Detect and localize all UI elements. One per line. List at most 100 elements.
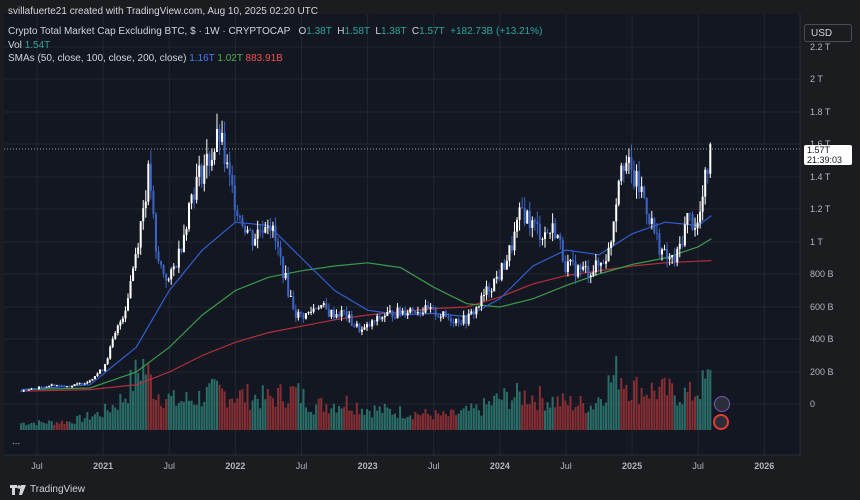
volume-bar bbox=[452, 409, 455, 430]
candle-body bbox=[86, 382, 89, 384]
candle-body bbox=[25, 390, 28, 392]
more-button[interactable]: ... bbox=[12, 436, 21, 447]
candle-body bbox=[561, 240, 564, 262]
candle-body bbox=[358, 323, 361, 332]
candle-body bbox=[261, 230, 264, 233]
candle-body bbox=[694, 228, 697, 230]
volume-bar bbox=[549, 407, 552, 430]
volume-bar bbox=[368, 410, 371, 430]
flag-icon[interactable] bbox=[713, 414, 729, 430]
volume-bar bbox=[81, 421, 84, 430]
volume-bar bbox=[582, 403, 585, 430]
candle-body bbox=[480, 295, 483, 307]
volume-bar bbox=[205, 387, 208, 430]
volume-bar bbox=[271, 398, 274, 430]
volume-bar bbox=[500, 399, 503, 430]
y-tick-label: 1.6 T bbox=[810, 139, 831, 149]
candle-body bbox=[505, 260, 508, 270]
candle-body bbox=[635, 170, 638, 187]
volume-bar bbox=[243, 402, 246, 430]
volume-bar bbox=[327, 413, 330, 430]
candle-body bbox=[154, 214, 157, 252]
currency-selector[interactable]: USD bbox=[804, 24, 852, 42]
candle-body bbox=[564, 261, 567, 273]
candle-body bbox=[592, 272, 595, 276]
volume-bar bbox=[58, 423, 61, 430]
x-tick-label: Jul bbox=[692, 461, 704, 471]
volume-bar bbox=[195, 404, 198, 430]
volume-bar bbox=[424, 408, 427, 430]
candle-body bbox=[132, 268, 135, 282]
candle-body bbox=[152, 190, 155, 215]
candle-body bbox=[549, 232, 552, 234]
candle-body bbox=[498, 276, 501, 280]
volume-bar bbox=[91, 416, 94, 430]
sma50-value: 1.16T bbox=[189, 53, 215, 64]
volume-bar bbox=[332, 403, 335, 430]
candle-body bbox=[228, 162, 231, 175]
candle-body bbox=[83, 383, 86, 385]
volume-bar bbox=[40, 421, 43, 430]
candle-body bbox=[348, 314, 351, 318]
candle-body bbox=[490, 291, 493, 293]
sma200-value: 883.91B bbox=[245, 53, 283, 64]
volume-bar bbox=[597, 397, 600, 430]
candle-body bbox=[645, 197, 648, 215]
indicator-bolt-icon[interactable] bbox=[714, 396, 730, 412]
volume-bar bbox=[104, 403, 107, 430]
candle-body bbox=[640, 186, 643, 192]
ohlc-open-label: O bbox=[298, 26, 307, 37]
candle-body bbox=[98, 369, 102, 374]
sma-legend[interactable]: SMAs (50, close, 100, close, 200, close)… bbox=[8, 53, 283, 64]
tradingview-brand[interactable]: TradingView bbox=[10, 484, 85, 495]
volume-bar bbox=[98, 416, 102, 430]
volume-bar bbox=[594, 403, 597, 430]
candle-body bbox=[388, 310, 391, 313]
volume-bar bbox=[154, 399, 157, 430]
candle-body bbox=[500, 263, 503, 280]
volume-bar bbox=[53, 424, 56, 430]
candle-body bbox=[579, 265, 582, 270]
candle-body bbox=[106, 358, 109, 365]
candle-body bbox=[302, 313, 305, 319]
candle-body bbox=[236, 210, 239, 217]
volume-bar bbox=[165, 399, 168, 430]
volume-bar bbox=[312, 414, 315, 430]
volume-bar bbox=[320, 397, 323, 430]
volume-bar bbox=[381, 412, 384, 430]
candle-body bbox=[208, 153, 211, 166]
volume-bar bbox=[610, 382, 613, 430]
volume-bar bbox=[304, 407, 308, 430]
volume-bar bbox=[432, 419, 435, 430]
candle-body bbox=[223, 132, 226, 165]
volume-bar bbox=[475, 404, 478, 430]
candle-body bbox=[523, 207, 526, 224]
volume-bar bbox=[343, 406, 346, 430]
volume-bar bbox=[50, 421, 53, 430]
volume-bar bbox=[348, 410, 351, 430]
candle-body bbox=[129, 281, 132, 299]
volume-legend[interactable]: Vol 1.54T bbox=[8, 40, 50, 51]
candle-body bbox=[294, 309, 297, 318]
volume-bar bbox=[533, 401, 536, 430]
volume-bar bbox=[444, 413, 447, 430]
candle-body bbox=[27, 389, 30, 391]
candle-body bbox=[91, 379, 94, 381]
candle-body bbox=[449, 317, 452, 322]
candle-body bbox=[338, 314, 341, 317]
candle-body bbox=[53, 384, 56, 386]
volume-bar bbox=[35, 425, 38, 430]
candle-body bbox=[284, 272, 287, 279]
volume-bar bbox=[645, 394, 648, 430]
volume-bar bbox=[587, 411, 590, 430]
volume-bar bbox=[559, 406, 562, 430]
volume-bar bbox=[68, 421, 71, 430]
candle-body bbox=[630, 157, 633, 170]
volume-bar bbox=[493, 395, 496, 430]
candle-body bbox=[538, 223, 541, 240]
x-tick-label: Jul bbox=[164, 461, 176, 471]
candle-body bbox=[571, 259, 574, 262]
volume-bar bbox=[172, 390, 175, 430]
candle-body bbox=[149, 163, 152, 191]
